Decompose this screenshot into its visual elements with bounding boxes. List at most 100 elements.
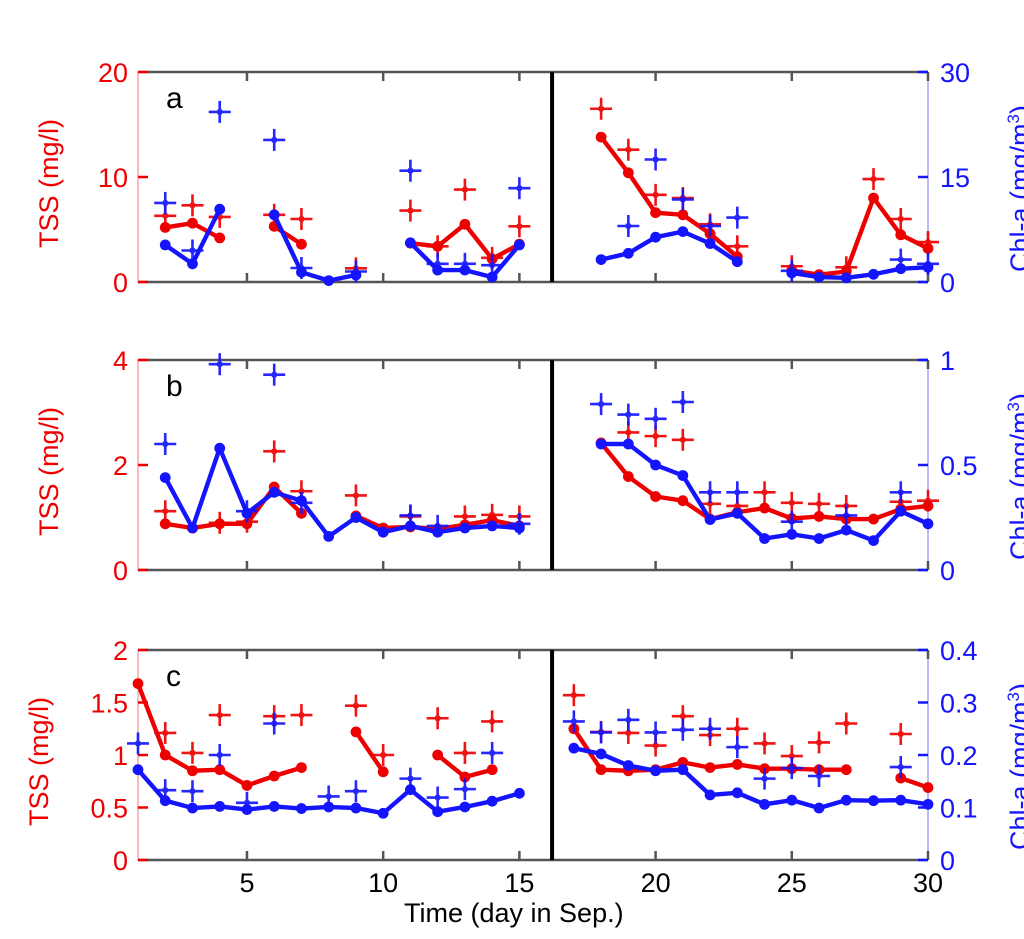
y-tick-label-right: 0.2	[940, 741, 978, 771]
data-cross-marker	[699, 481, 722, 504]
series-point	[132, 764, 144, 776]
data-cross-marker	[181, 194, 204, 217]
x-tick-label: 15	[504, 868, 534, 898]
series-point	[296, 495, 307, 507]
series-point	[650, 491, 661, 502]
series-point	[214, 232, 226, 244]
series-point	[622, 167, 634, 179]
series-point	[296, 238, 307, 250]
data-cross-marker	[617, 708, 640, 731]
data-cross-marker	[181, 741, 204, 764]
series-point	[513, 522, 525, 534]
series-point	[377, 807, 389, 819]
series-point	[432, 749, 444, 761]
data-cross-marker	[889, 208, 912, 230]
series-point	[895, 263, 907, 275]
series-point	[595, 254, 607, 265]
series-point	[187, 258, 198, 270]
data-cross-marker	[208, 100, 231, 123]
panel-letter: c	[166, 660, 181, 693]
series-point	[214, 203, 226, 215]
ylabel-left-panel-c: TSS (mg/l)	[24, 696, 54, 826]
series-point	[214, 442, 226, 454]
x-tick-label: 20	[641, 868, 671, 898]
ylabel-right-panel-a: Chl-a (mg/m3)	[1004, 105, 1024, 272]
series-point	[486, 271, 498, 283]
panel-a-canvas: 0 10 20 0 15 30 a	[98, 58, 970, 298]
data-cross-marker	[699, 215, 722, 237]
ylabel-right-text-a: Chl-a (mg/m	[1005, 123, 1024, 272]
data-cross-marker	[889, 481, 912, 504]
series-point	[513, 787, 525, 799]
data-cross-marker	[263, 440, 286, 463]
ylabel-left-panel-b: TSS (mg/l)	[34, 406, 64, 536]
y-tick-label-left: 0.5	[90, 794, 128, 824]
data-cross-marker	[617, 215, 640, 237]
series-point	[377, 526, 389, 538]
xlabel: Time (day in Sep.)	[404, 898, 624, 928]
y-tick-label-left: 2	[113, 451, 128, 481]
series-point	[296, 762, 307, 773]
series-point	[704, 762, 716, 773]
series-point	[704, 789, 716, 801]
data-cross-marker	[208, 704, 231, 727]
data-cross-marker	[617, 138, 640, 161]
panel-b-canvas: 0 2 4 0 0.5 1 b	[113, 346, 978, 586]
series-point	[650, 207, 661, 219]
panel-letter: b	[166, 370, 183, 403]
data-cross-marker	[808, 731, 831, 754]
data-cross-marker	[453, 741, 476, 764]
data-cross-marker	[290, 704, 313, 727]
y-tick-label-right: 1	[940, 346, 955, 376]
series-point	[813, 802, 825, 814]
data-cross-marker	[154, 191, 177, 214]
series-point	[595, 764, 607, 776]
data-cross-marker	[753, 732, 776, 755]
series-point	[486, 764, 498, 776]
data-cross-marker	[508, 177, 531, 200]
series-point	[868, 192, 879, 204]
series-point	[350, 726, 362, 738]
data-cross-marker	[426, 707, 449, 730]
y-tick-label-right: 30	[940, 58, 970, 88]
series-point	[459, 801, 471, 813]
series-point	[704, 514, 716, 525]
data-cross-marker	[644, 407, 667, 430]
ylabel-right-sup-a: 3	[1004, 114, 1023, 124]
series-point	[595, 131, 607, 143]
series-line	[598, 229, 740, 264]
series-point	[159, 472, 171, 483]
panel-letter: a	[166, 82, 183, 115]
ylabel-right-sup-c: 3	[1004, 692, 1023, 702]
data-cross-marker	[835, 504, 858, 527]
series-point	[840, 524, 852, 536]
series-point	[868, 513, 879, 525]
series-point	[323, 801, 335, 813]
data-cross-marker	[127, 732, 149, 755]
series-point	[377, 766, 389, 778]
series-point	[759, 533, 770, 544]
series-point	[840, 764, 852, 776]
x-tick-label: 10	[368, 868, 398, 898]
series-point	[759, 798, 770, 810]
series-point	[214, 801, 226, 812]
series-point	[731, 787, 743, 799]
series-line	[789, 195, 931, 277]
series-point	[486, 795, 498, 807]
data-cross-marker	[562, 710, 585, 733]
data-cross-marker	[753, 481, 776, 504]
series-point	[350, 269, 362, 281]
series-point	[187, 802, 198, 814]
series-point	[187, 522, 198, 534]
data-cross-marker	[753, 767, 776, 790]
y-tick-label-right: 0	[940, 846, 955, 876]
data-cross-marker	[208, 353, 231, 376]
series-line	[353, 729, 386, 775]
series-point	[159, 518, 171, 530]
series-line	[598, 134, 740, 259]
series-point	[268, 209, 280, 221]
ylabel-left-panel-a: TSS (mg/l)	[34, 118, 64, 248]
y-tick-label-left: 20	[98, 58, 128, 88]
series-point	[486, 520, 498, 532]
